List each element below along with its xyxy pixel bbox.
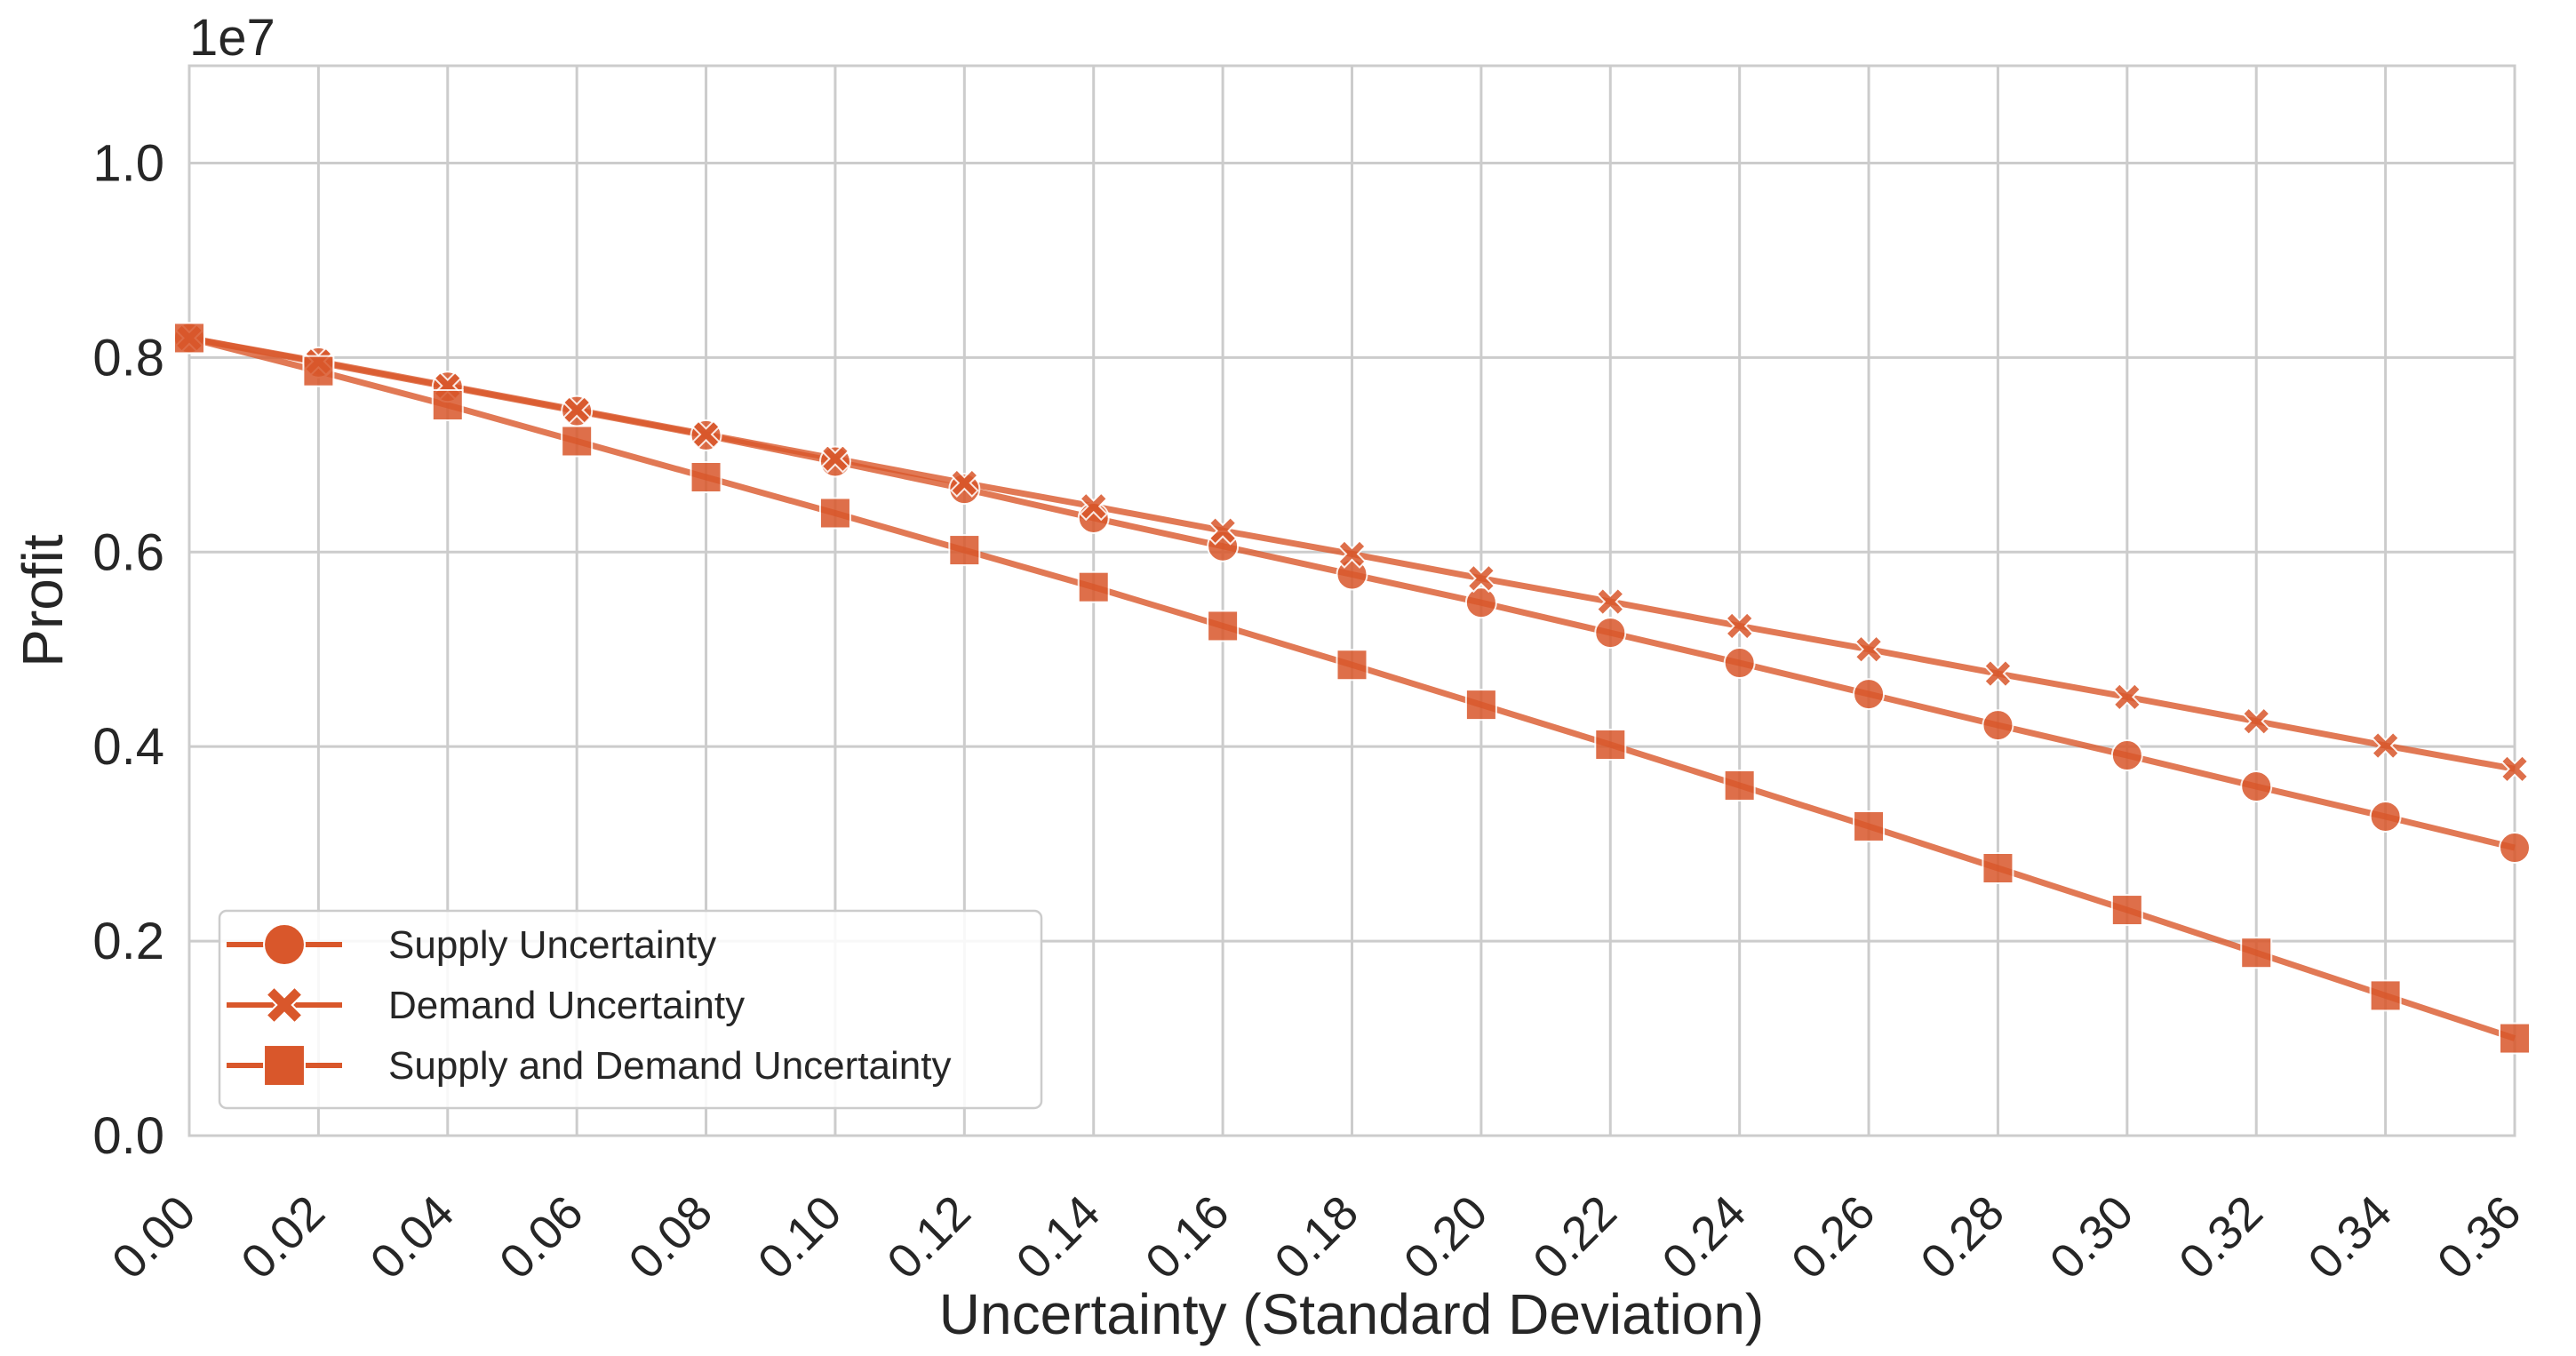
x-tick-label: 0.10 — [748, 1185, 852, 1289]
y-tick-labels: 0.0 0.2 0.4 0.6 0.8 1.0 — [92, 134, 164, 1165]
legend-marker-circle — [263, 923, 306, 966]
data-point-circle — [2369, 800, 2402, 833]
data-point-square — [1077, 570, 1110, 603]
data-point-square — [948, 534, 981, 567]
x-tick-label: 0.32 — [2169, 1185, 2273, 1289]
data-point-square — [1464, 689, 1497, 722]
x-tick-label: 0.30 — [2040, 1185, 2144, 1289]
legend-marker-square — [263, 1044, 306, 1087]
data-point-circle — [2499, 832, 2531, 865]
x-tick-label: 0.12 — [877, 1185, 981, 1289]
x-tick-label: 0.34 — [2298, 1185, 2402, 1289]
data-point-square — [302, 355, 335, 387]
y-tick-label: 1.0 — [92, 134, 164, 192]
data-point-square — [690, 460, 722, 493]
data-point-x — [2112, 682, 2142, 712]
data-point-x — [1079, 491, 1109, 522]
data-point-x — [562, 395, 592, 425]
data-point-x — [691, 419, 721, 450]
x-tick-label: 0.16 — [1136, 1185, 1240, 1289]
data-point-circle — [1853, 678, 1886, 711]
data-point-circle — [2240, 770, 2273, 803]
data-point-x — [1725, 611, 1755, 641]
data-point-square — [1982, 852, 2014, 884]
y-axis-label: Profit — [11, 534, 75, 667]
data-point-square — [173, 322, 205, 355]
data-point-square — [818, 497, 851, 530]
data-point-x — [1208, 515, 1238, 546]
data-point-circle — [1594, 617, 1627, 650]
data-point-x — [820, 443, 850, 474]
legend: Supply Uncertainty Demand Uncertainty Supp… — [218, 909, 1043, 1110]
legend-label: Supply Uncertainty — [388, 923, 716, 967]
data-point-square — [1723, 769, 1756, 802]
y-tick-label: 0.0 — [92, 1107, 164, 1165]
data-point-square — [1853, 810, 1886, 842]
data-point-x — [1466, 563, 1496, 594]
series-markers-square — [173, 322, 2531, 1055]
y-tick-label: 0.2 — [92, 913, 164, 970]
x-tick-label: 0.20 — [1394, 1185, 1498, 1289]
y-tick-label: 0.8 — [92, 329, 164, 387]
legend-box — [218, 909, 1043, 1110]
x-tick-label: 0.22 — [1523, 1185, 1627, 1289]
data-point-x — [2371, 730, 2401, 761]
y-tick-label: 0.6 — [92, 523, 164, 581]
data-point-square — [2110, 894, 2143, 927]
data-point-x — [1854, 634, 1884, 665]
x-tick-label: 0.26 — [1782, 1185, 1886, 1289]
data-point-circle — [1982, 709, 2014, 742]
data-point-square — [1336, 649, 1368, 682]
data-point-square — [561, 425, 594, 458]
series-markers — [173, 322, 2531, 1055]
data-point-x — [949, 468, 979, 498]
x-axis-label: Uncertainty (Standard Deviation) — [939, 1282, 1764, 1346]
data-point-square — [2499, 1022, 2531, 1055]
data-point-square — [1594, 728, 1627, 761]
data-point-x — [2500, 754, 2530, 784]
x-tick-label: 0.02 — [231, 1185, 335, 1289]
data-point-square — [2369, 979, 2402, 1012]
data-point-circle — [1723, 647, 1756, 680]
x-tick-labels: 0.00 0.02 0.04 0.06 0.08 0.10 0.12 0.14 0.16 0.18… — [102, 1185, 2532, 1289]
legend-label: Demand Uncertainty — [388, 984, 745, 1027]
data-point-square — [2240, 937, 2273, 969]
x-tick-label: 0.14 — [1007, 1185, 1111, 1289]
data-point-x — [2241, 706, 2271, 737]
data-point-x — [1337, 539, 1367, 569]
x-tick-label: 0.08 — [618, 1185, 722, 1289]
x-tick-label: 0.04 — [361, 1185, 465, 1289]
legend-marker-x — [265, 985, 304, 1025]
data-point-square — [431, 388, 464, 421]
legend-label: Supply and Demand Uncertainty — [388, 1044, 951, 1088]
data-point-square — [1207, 610, 1240, 642]
plot-area-border — [187, 64, 2516, 1137]
data-point-circle — [1464, 586, 1497, 619]
x-tick-label: 0.36 — [2428, 1185, 2532, 1289]
x-tick-label: 0.28 — [1910, 1185, 2014, 1289]
data-point-x — [1595, 586, 1625, 617]
data-point-circle — [2110, 739, 2143, 772]
y-tick-label: 0.4 — [92, 718, 164, 776]
y-offset-label: 1e7 — [189, 9, 275, 67]
data-point-x — [1983, 658, 2013, 689]
x-tick-label: 0.06 — [490, 1185, 594, 1289]
x-tick-label: 0.00 — [102, 1185, 206, 1289]
x-tick-label: 0.24 — [1652, 1185, 1756, 1289]
x-tick-label: 0.18 — [1264, 1185, 1368, 1289]
